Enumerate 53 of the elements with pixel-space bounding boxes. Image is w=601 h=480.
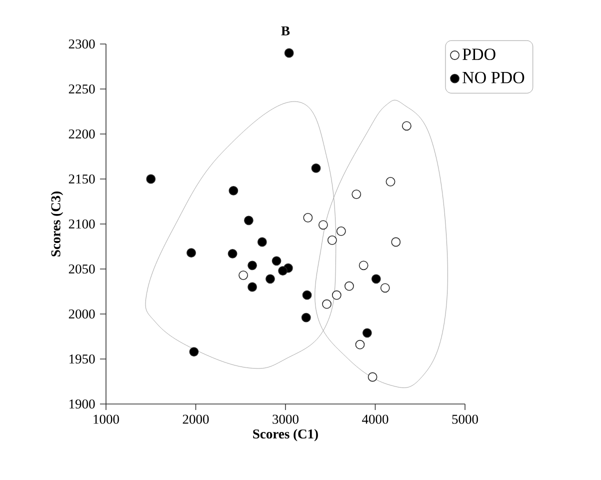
point <box>368 372 378 382</box>
y-tick-label: 2300 <box>68 39 95 49</box>
x-tick-label: 5000 <box>452 414 478 424</box>
point <box>248 260 257 270</box>
y-tick-label: 2100 <box>68 219 95 229</box>
point <box>248 282 257 292</box>
x-axis-title: Scores (C1) <box>253 429 318 442</box>
point <box>362 328 372 338</box>
point <box>352 190 362 199</box>
point <box>327 236 337 245</box>
point <box>358 260 368 270</box>
point <box>244 216 254 226</box>
point <box>278 266 288 276</box>
point <box>344 281 354 291</box>
y-tick-label: 2200 <box>68 129 95 139</box>
point <box>355 340 365 350</box>
y-tick-label: 1900 <box>69 399 95 409</box>
point <box>391 237 401 247</box>
point <box>189 347 199 356</box>
y-tick-label: 2000 <box>68 309 95 319</box>
point <box>380 283 390 293</box>
point <box>302 290 312 300</box>
point <box>386 177 396 186</box>
point <box>266 274 275 284</box>
y-axis-title: Scores (C3) <box>50 192 64 256</box>
point <box>371 274 381 284</box>
point <box>336 226 346 236</box>
point <box>238 270 248 280</box>
y-tick-label: 2150 <box>68 174 95 184</box>
chart-title: B <box>281 26 290 36</box>
point <box>228 186 238 196</box>
point <box>284 48 294 58</box>
point <box>311 164 321 173</box>
legend-label: NO PDO <box>462 72 524 84</box>
point <box>318 220 328 230</box>
point <box>186 248 196 258</box>
y-tick-label: 1950 <box>69 354 95 364</box>
x-tick-label: 2000 <box>182 414 209 424</box>
y-tick-label: 2050 <box>68 264 95 274</box>
point <box>301 312 311 322</box>
point <box>332 290 342 300</box>
x-tick-label: 1000 <box>94 414 119 424</box>
y-tick-label: 2250 <box>68 84 95 94</box>
legend-label: PDO <box>462 48 496 60</box>
point <box>402 121 412 131</box>
point <box>228 249 238 258</box>
x-tick-label: 4000 <box>362 414 388 424</box>
point <box>303 213 313 222</box>
x-tick-label: 3000 <box>272 414 298 424</box>
point <box>257 237 267 247</box>
point <box>272 256 282 266</box>
point <box>322 299 332 309</box>
point <box>146 174 156 184</box>
